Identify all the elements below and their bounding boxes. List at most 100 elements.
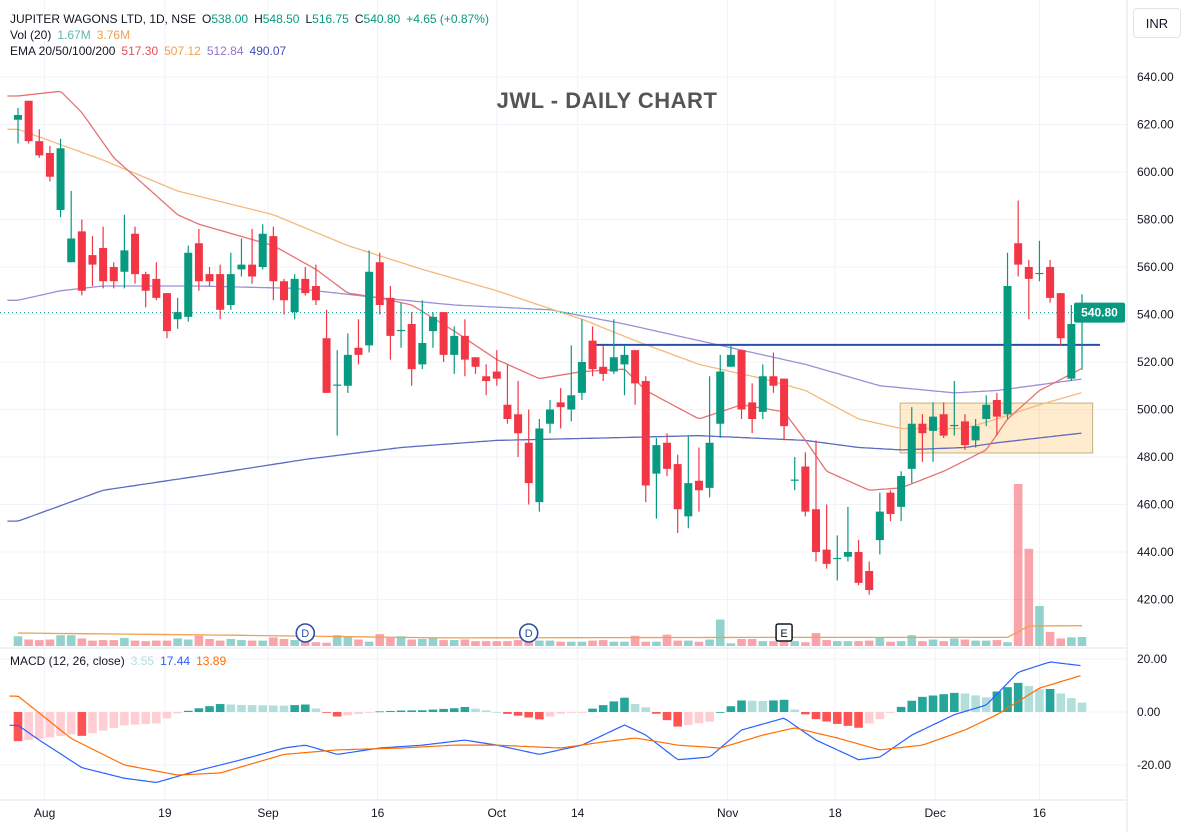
candle-body	[641, 381, 650, 486]
macd-histogram-bar	[939, 694, 948, 712]
candle-body	[758, 376, 767, 412]
volume-bar	[513, 640, 523, 646]
macd-histogram-bar	[375, 711, 385, 713]
candle-body	[120, 250, 129, 272]
candle	[482, 364, 491, 396]
volume-bar	[588, 640, 597, 646]
candle	[407, 312, 416, 386]
candle-body	[535, 428, 544, 503]
macd-histogram-bar	[471, 708, 480, 712]
macd-histogram-bar	[673, 712, 682, 727]
candle-body	[301, 278, 310, 294]
macd-histogram-bar	[801, 712, 810, 715]
candle-body	[482, 376, 491, 381]
candle	[812, 440, 820, 562]
time-tick-label: Nov	[717, 806, 738, 820]
macd-histogram-bar	[407, 710, 416, 712]
dividend-marker[interactable]: D	[518, 623, 539, 643]
macd-histogram-bar	[769, 700, 778, 712]
volume-bar	[194, 635, 204, 646]
candle	[1056, 293, 1065, 346]
candle-body	[833, 557, 842, 560]
candle	[194, 229, 203, 291]
volume-bar	[1045, 631, 1055, 646]
candle	[77, 219, 86, 296]
macd-histogram-bar	[24, 712, 33, 741]
candle	[205, 267, 214, 286]
volume-bar	[801, 642, 810, 646]
candle-body	[333, 384, 342, 386]
candle	[1035, 240, 1044, 282]
macd-histogram-bar	[109, 712, 119, 728]
candle	[843, 506, 852, 562]
volume-bar	[694, 641, 704, 646]
candle-body	[929, 416, 938, 431]
candle-body	[205, 274, 214, 282]
macd-histogram-bar	[364, 712, 374, 713]
volume-bar	[162, 640, 172, 646]
candle-body	[194, 243, 203, 282]
time-tick-label: Sep	[257, 806, 279, 820]
earnings-marker[interactable]: E	[775, 623, 793, 642]
macd-histogram-bar	[875, 712, 885, 720]
candle	[14, 107, 22, 144]
candle	[588, 326, 597, 377]
candle	[567, 345, 576, 422]
candle-body	[694, 480, 703, 491]
volume-bar	[705, 639, 714, 646]
candle	[854, 540, 863, 586]
volume-ma-line	[17, 625, 1083, 639]
candle	[333, 350, 342, 436]
volume-bar	[566, 641, 576, 646]
dividend-marker[interactable]: D	[295, 623, 316, 643]
candle-body	[460, 335, 469, 360]
candle	[1046, 259, 1055, 303]
macd-histogram-bar	[907, 700, 917, 712]
price-tick-label: 540.00	[1137, 308, 1174, 322]
macd-histogram-bar	[130, 712, 140, 725]
low-label: L	[305, 12, 313, 26]
currency-button[interactable]: INR	[1133, 8, 1181, 38]
candle-body	[918, 423, 927, 434]
candle	[365, 250, 374, 353]
candle	[694, 447, 703, 512]
macd-histogram-bar	[588, 708, 597, 712]
macd-histogram-bar	[1024, 686, 1034, 712]
candle-body	[546, 409, 554, 424]
macd-histogram-bar	[481, 710, 491, 712]
volume-bar	[1003, 642, 1012, 646]
volume-bar	[726, 643, 736, 646]
macd-histogram-bar	[279, 705, 289, 712]
volume-bar	[875, 637, 885, 646]
macd-histogram-bar	[173, 712, 182, 714]
low-value: 516.75	[312, 12, 349, 26]
macd-histogram-bar	[215, 704, 225, 712]
volume-bar	[684, 640, 693, 646]
candle	[216, 264, 225, 320]
candle-body	[1035, 272, 1044, 275]
macd-histogram-bar	[152, 712, 161, 724]
volume-bar	[311, 642, 321, 646]
candle-body	[35, 141, 44, 156]
macd-histogram-bar	[790, 709, 800, 712]
volume-bar	[343, 636, 353, 646]
volume-bar	[918, 641, 927, 646]
price-tick-label: 460.00	[1137, 498, 1174, 512]
price-tick-label: 420.00	[1137, 593, 1174, 607]
candle	[833, 535, 842, 581]
candle-body	[439, 312, 448, 355]
candle	[1067, 305, 1076, 381]
candle-body	[992, 400, 1001, 417]
volume-bar	[737, 638, 746, 646]
candle	[109, 262, 118, 289]
macd-histogram-bar	[822, 712, 831, 722]
candle-body	[790, 479, 799, 481]
price-axis	[1127, 0, 1193, 832]
candle	[663, 433, 672, 476]
macd-histogram-bar	[56, 712, 65, 736]
candle-body	[450, 335, 459, 355]
volume-bar	[609, 641, 619, 646]
price-tick-label: 640.00	[1137, 70, 1174, 84]
volume-bar	[471, 641, 480, 646]
